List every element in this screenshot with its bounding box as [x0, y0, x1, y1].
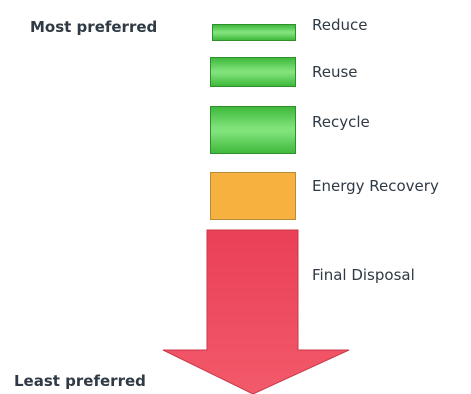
- energy-recovery-box: [210, 172, 296, 220]
- reuse-box: [210, 57, 296, 87]
- final-disposal-label: Final Disposal: [312, 266, 415, 284]
- most-preferred-label: Most preferred: [30, 18, 158, 36]
- reduce-label: Reduce: [312, 16, 368, 34]
- reuse-label: Reuse: [312, 63, 358, 81]
- recycle-label: Recycle: [312, 113, 370, 131]
- final-disposal-arrow-shape: [162, 229, 350, 394]
- energy-recovery-label: Energy Recovery: [312, 177, 439, 195]
- reduce-box: [212, 24, 296, 41]
- recycle-box: [210, 106, 296, 154]
- least-preferred-label: Least preferred: [14, 372, 146, 390]
